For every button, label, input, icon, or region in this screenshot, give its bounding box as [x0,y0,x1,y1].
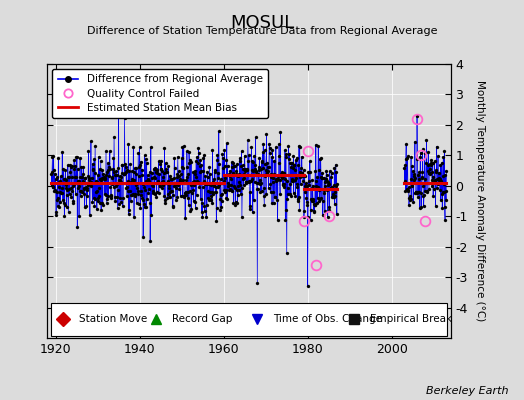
Text: Record Gap: Record Gap [172,314,233,324]
FancyBboxPatch shape [51,303,446,336]
Text: MOSUL: MOSUL [230,14,294,32]
Legend: Difference from Regional Average, Quality Control Failed, Estimated Station Mean: Difference from Regional Average, Qualit… [52,69,268,118]
Text: Station Move: Station Move [80,314,148,324]
Text: Difference of Station Temperature Data from Regional Average: Difference of Station Temperature Data f… [87,26,437,36]
Y-axis label: Monthly Temperature Anomaly Difference (°C): Monthly Temperature Anomaly Difference (… [475,80,485,322]
Text: Berkeley Earth: Berkeley Earth [426,386,508,396]
Text: Time of Obs. Change: Time of Obs. Change [273,314,382,324]
Text: Empirical Break: Empirical Break [370,314,452,324]
